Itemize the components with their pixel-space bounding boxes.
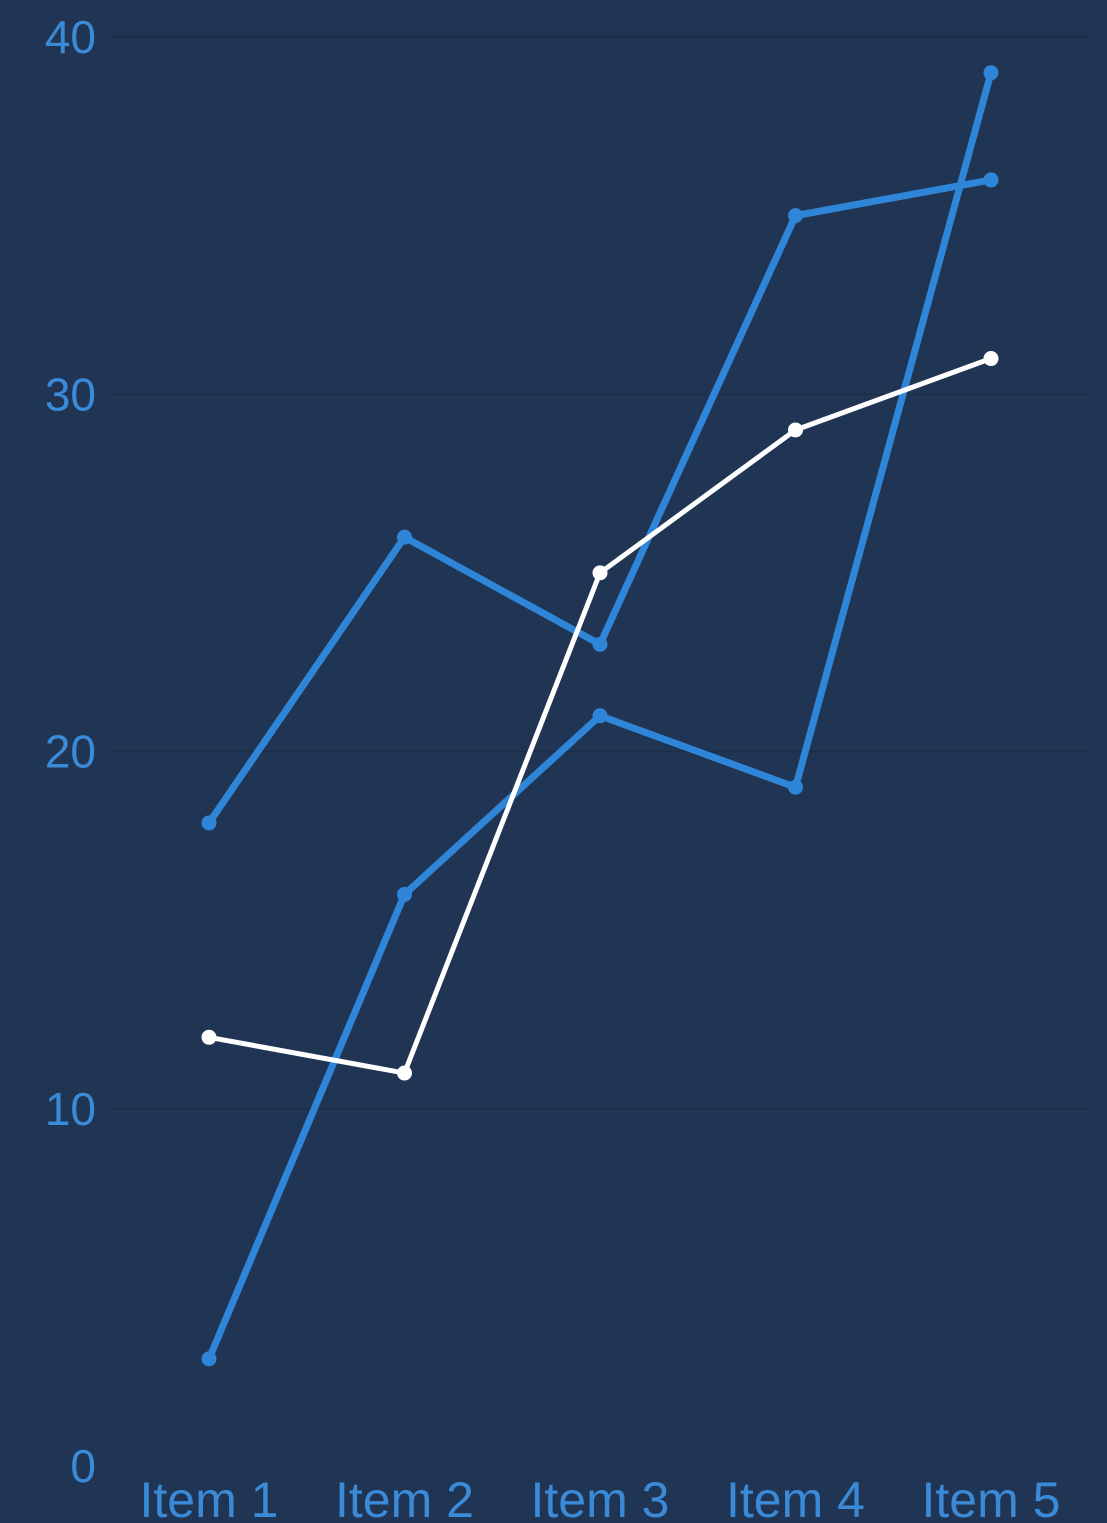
series-group [201,65,999,1367]
grid-lines [112,36,1088,1110]
data-point [983,172,999,188]
x-axis: Item 1 Item 2 Item 3 Item 4 Item 5 [140,1472,1061,1523]
y-tick-label: 20 [45,726,96,778]
data-point [592,636,608,652]
data-point [788,208,803,224]
x-tick-label: Item 3 [531,1472,670,1523]
data-point [397,1065,412,1081]
data-point [592,708,608,724]
data-point [983,351,999,367]
y-tick-label: 0 [70,1440,96,1492]
data-point [788,779,803,795]
data-point [983,65,999,81]
data-point [201,1351,217,1367]
x-tick-label: Item 2 [335,1472,474,1523]
data-point [201,815,217,831]
series-3 [201,351,999,1081]
series-1 [201,172,999,831]
data-point [201,1029,217,1045]
y-tick-label: 40 [45,11,96,63]
data-point [397,529,412,545]
data-point [592,565,608,581]
y-axis: 0 10 20 30 40 [45,11,96,1492]
x-tick-label: Item 4 [726,1472,865,1523]
series-2 [201,65,999,1367]
data-point [788,422,803,438]
x-tick-label: Item 5 [922,1472,1061,1523]
data-point [397,886,412,902]
y-tick-label: 10 [45,1083,96,1135]
x-tick-label: Item 1 [140,1472,279,1523]
y-tick-label: 30 [45,368,96,420]
